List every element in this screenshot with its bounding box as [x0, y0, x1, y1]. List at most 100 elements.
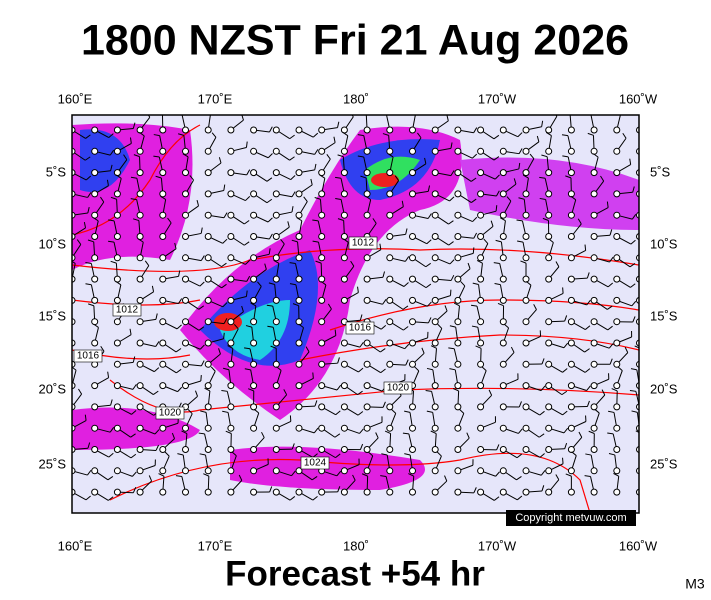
station [318, 190, 326, 198]
barb-feather [100, 345, 105, 352]
station [590, 424, 598, 432]
barb-feather [305, 346, 310, 353]
station [91, 403, 99, 411]
barb-feather [539, 453, 545, 458]
barb-feather [253, 408, 260, 414]
station [477, 169, 485, 177]
station [454, 318, 462, 326]
barb-feather [408, 473, 414, 477]
barb-feather [289, 496, 296, 501]
station [340, 254, 348, 262]
barb-feather [467, 262, 471, 269]
barb-feather [564, 315, 568, 322]
station [136, 254, 144, 262]
station [182, 233, 189, 240]
station [613, 382, 621, 390]
barb-feather [632, 316, 636, 323]
barb-feather [450, 142, 453, 149]
station [113, 254, 121, 262]
barb-feather [311, 476, 318, 481]
barb-feather [481, 366, 487, 371]
barb-feather [379, 243, 382, 250]
station [477, 339, 485, 347]
longitude-label: 170˚W [478, 91, 517, 106]
station [91, 126, 99, 134]
barb-feather [493, 134, 500, 140]
station [522, 382, 530, 390]
isobar-label: 1020 [159, 408, 182, 419]
station [227, 488, 235, 496]
station [363, 147, 371, 155]
station [454, 296, 462, 304]
station [113, 211, 121, 219]
barb-feather [452, 388, 459, 392]
station [499, 467, 507, 475]
station [613, 424, 621, 432]
longitude-label: 170˚E [198, 538, 233, 553]
barb-feather [269, 486, 273, 493]
station [318, 233, 326, 240]
barb-feather [245, 325, 252, 328]
barb-feather [245, 290, 248, 297]
station [477, 467, 485, 475]
barb-feather [586, 299, 591, 306]
station [340, 296, 348, 304]
station [204, 382, 212, 390]
barb-feather [244, 347, 251, 350]
station [363, 339, 371, 347]
station [454, 424, 462, 432]
barb-feather [233, 323, 239, 330]
station [499, 126, 507, 134]
barb-feather [564, 442, 568, 449]
station [567, 233, 575, 240]
barb-feather [586, 385, 591, 391]
station [295, 147, 303, 155]
barb-feather [337, 154, 344, 158]
station [454, 360, 462, 368]
station [386, 446, 394, 453]
station [522, 211, 530, 219]
station [499, 424, 507, 432]
barb-feather [459, 408, 465, 414]
station [182, 488, 189, 496]
station [340, 275, 348, 283]
station [91, 424, 99, 432]
barb-feather [211, 132, 217, 138]
barb-feather [522, 174, 529, 179]
station [204, 424, 212, 432]
station [386, 318, 394, 326]
barb-feather [584, 244, 587, 251]
barb-feather [424, 157, 427, 164]
station [340, 467, 348, 475]
barb-feather [555, 474, 560, 480]
station [204, 211, 212, 219]
barb-feather [225, 430, 232, 434]
station [295, 339, 303, 347]
station [477, 296, 485, 304]
barb-feather [268, 233, 273, 240]
station [272, 126, 280, 134]
station [363, 382, 371, 390]
barb-feather [85, 495, 91, 501]
station [272, 147, 280, 155]
station [567, 126, 575, 134]
station [545, 296, 553, 304]
barb-feather [204, 387, 211, 392]
station [113, 318, 121, 326]
station [227, 211, 235, 219]
barb-feather [453, 302, 460, 307]
station [272, 446, 280, 453]
station [227, 147, 235, 155]
barb-feather [178, 298, 183, 304]
station [272, 233, 280, 240]
station [91, 275, 99, 283]
barb-feather [245, 141, 248, 148]
copyright-box [506, 510, 636, 526]
station [318, 211, 326, 219]
station [227, 382, 235, 390]
station [477, 147, 485, 155]
station [499, 382, 507, 390]
station [545, 169, 553, 177]
barb-feather [565, 175, 572, 179]
station [409, 254, 416, 262]
